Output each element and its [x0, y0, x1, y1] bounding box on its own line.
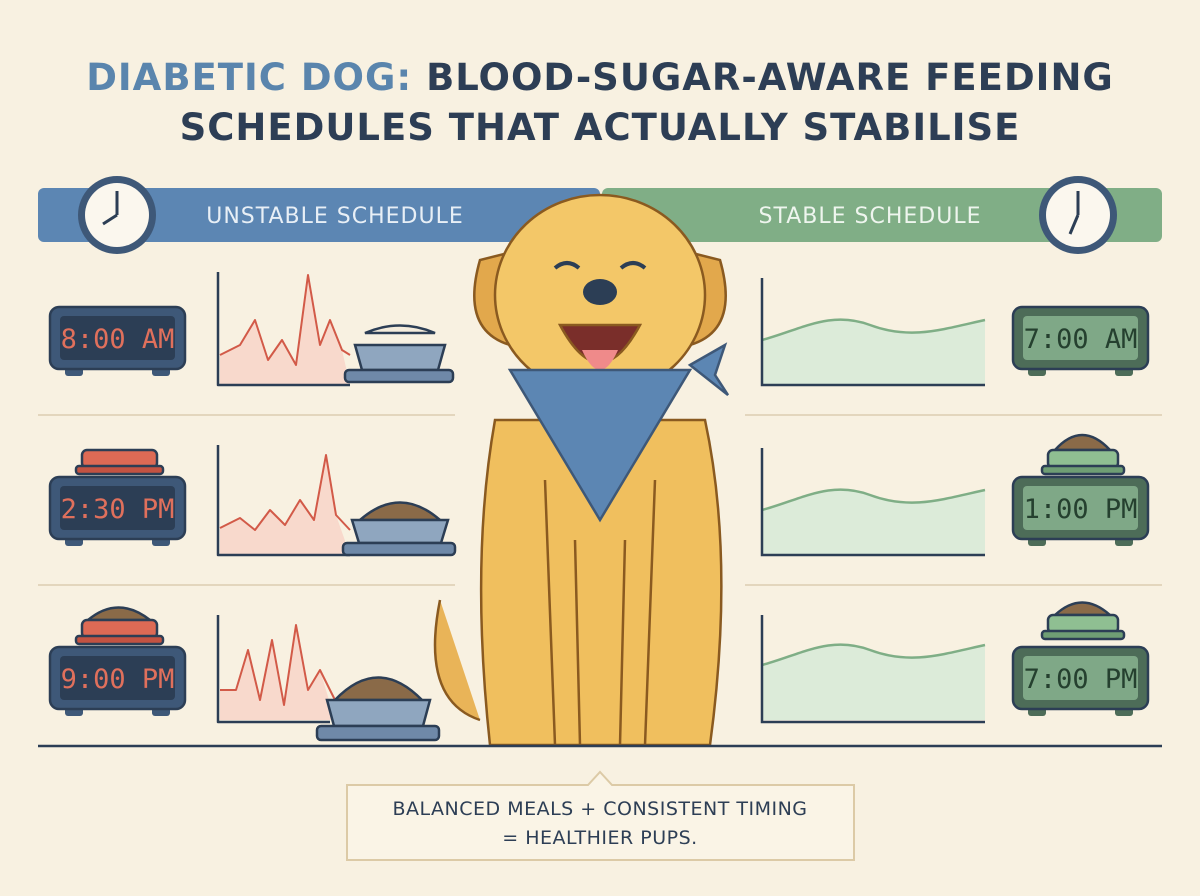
clock-time: 9:00 PM	[61, 664, 175, 695]
clock-time: 8:00 AM	[61, 324, 175, 355]
clock-screen	[1023, 316, 1138, 360]
caption-box	[346, 770, 855, 861]
clock-time: 2:30 PM	[61, 494, 175, 525]
caption-line: BALANCED MEALS + CONSISTENT TIMING	[392, 798, 807, 820]
clock-screen	[60, 316, 175, 360]
unstable-charts	[216, 272, 351, 724]
clock-time: 7:00 AM	[1024, 324, 1138, 355]
clock-left	[78, 176, 156, 254]
title-rest: BLOOD-SUGAR-AWARE FEEDING	[426, 56, 1114, 99]
bowls	[74, 324, 1126, 742]
title-line-2: SCHEDULES THAT ACTUALLY STABILISE	[180, 106, 1021, 149]
stable-heading: STABLE SCHEDULE	[759, 204, 982, 229]
clock-screen	[1023, 656, 1138, 700]
clock-screen	[60, 486, 175, 530]
separators	[38, 414, 1162, 586]
clock-screen	[60, 656, 175, 700]
clock-time: 1:00 PM	[1024, 494, 1138, 525]
caption-line: = HEALTHIER PUPS.	[502, 827, 697, 849]
stable-charts	[760, 278, 986, 724]
unstable-banner	[38, 188, 600, 242]
clock-right	[1039, 176, 1117, 254]
unstable-heading: UNSTABLE SCHEDULE	[206, 204, 464, 229]
dog	[433, 193, 730, 747]
clock-screen	[1023, 486, 1138, 530]
clock-time: 7:00 PM	[1024, 664, 1138, 695]
title-line-1: DIABETIC DOG: BLOOD-SUGAR-AWARE FEEDING	[86, 56, 1114, 99]
title-lead: DIABETIC DOG:	[86, 56, 412, 99]
stable-banner	[602, 188, 1162, 242]
